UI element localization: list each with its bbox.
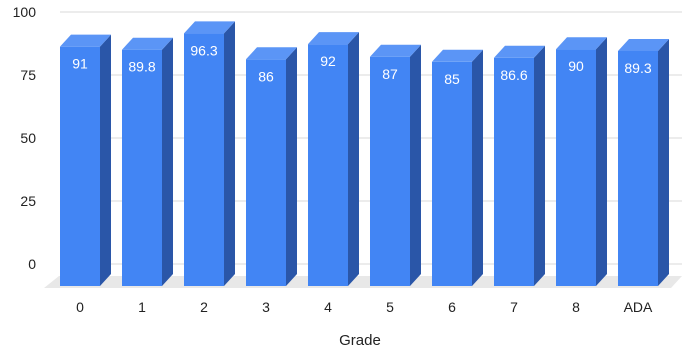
bar-side <box>658 38 669 286</box>
bar-front <box>370 56 410 287</box>
bar-side <box>534 45 545 286</box>
data-label: 96.3 <box>190 42 217 58</box>
bar-top <box>122 37 173 50</box>
x-axis-title: Grade <box>339 332 381 348</box>
bar: 91 <box>60 34 111 287</box>
bar: 89.3 <box>618 38 669 286</box>
data-label: 91 <box>72 56 88 72</box>
bar-side <box>348 32 359 286</box>
data-label: 87 <box>382 66 398 82</box>
bar: 89.8 <box>122 37 173 287</box>
x-tick-label: ADA <box>624 299 653 315</box>
bar-front <box>122 49 162 287</box>
bar: 87 <box>370 44 421 287</box>
bar-top <box>60 34 111 47</box>
x-tick-label: 4 <box>324 299 332 315</box>
bar-front <box>246 59 286 286</box>
y-tick-label: 50 <box>20 130 36 146</box>
bar-top <box>556 37 607 50</box>
bar-side <box>596 37 607 287</box>
bar: 86 <box>246 47 297 286</box>
x-tick-label: 3 <box>262 299 270 315</box>
bar-side <box>410 44 421 287</box>
x-tick-label: 7 <box>510 299 518 315</box>
bar-side <box>286 47 297 286</box>
bar-top <box>432 49 483 62</box>
x-axis-ticks: 0 1 2 3 4 5 6 7 8 ADA <box>76 299 653 315</box>
y-tick-label: 100 <box>13 4 37 20</box>
bar: 90 <box>556 37 607 287</box>
x-tick-label: 5 <box>386 299 394 315</box>
bar-front <box>308 44 348 286</box>
data-label: 86.6 <box>500 67 527 83</box>
bar-front <box>184 33 224 286</box>
data-label: 92 <box>320 53 336 69</box>
bar: 96.3 <box>184 21 235 286</box>
data-label: 89.8 <box>128 59 155 75</box>
bar-top <box>618 38 669 51</box>
data-label: 85 <box>444 71 460 87</box>
bar-front <box>618 50 658 286</box>
y-tick-label: 0 <box>28 256 36 272</box>
bar-top <box>184 21 235 34</box>
bar: 86.6 <box>494 45 545 286</box>
bar-top <box>494 45 545 58</box>
bar-side <box>224 21 235 286</box>
bar-side <box>162 37 173 287</box>
data-label: 86 <box>258 68 274 84</box>
y-tick-label: 75 <box>20 67 36 83</box>
bar-front <box>494 57 534 286</box>
x-tick-label: 8 <box>572 299 580 315</box>
bar-side <box>100 34 111 287</box>
bar: 85 <box>432 49 483 286</box>
data-label: 89.3 <box>624 60 651 76</box>
x-tick-label: 2 <box>200 299 208 315</box>
x-tick-label: 6 <box>448 299 456 315</box>
bar-top <box>246 47 297 60</box>
data-label: 90 <box>568 58 584 74</box>
x-tick-label: 0 <box>76 299 84 315</box>
y-axis-ticks: 0 25 50 75 100 <box>13 4 37 272</box>
x-tick-label: 1 <box>138 299 146 315</box>
bar-top <box>308 32 359 45</box>
y-tick-label: 25 <box>20 193 36 209</box>
bars: 91 89.8 96.3 86 92 87 85 86.6 90 89.3 <box>60 21 669 287</box>
bar: 92 <box>308 32 359 286</box>
bar-top <box>370 44 421 57</box>
bar-front <box>60 46 100 287</box>
bar-side <box>472 49 483 286</box>
bar-front <box>556 49 596 287</box>
bar-front <box>432 61 472 286</box>
